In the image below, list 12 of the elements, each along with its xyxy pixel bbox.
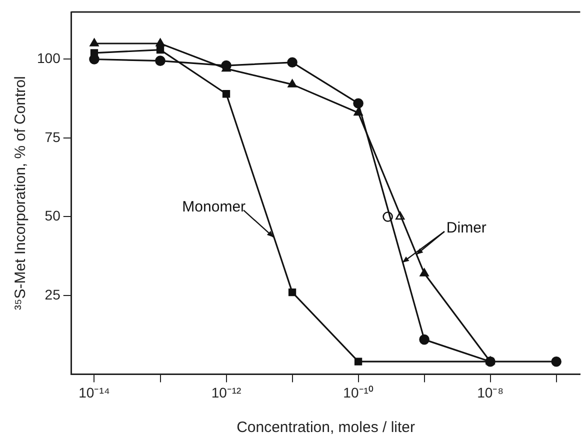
y-tick-label: 100 [37,50,61,66]
x-tick-label: 10⁻¹² [211,384,242,400]
y-tick-label: 50 [44,208,61,224]
annotation: Monomer [182,198,246,216]
x-axis-title: Concentration, moles / liter [236,419,415,436]
y-tick-label: 25 [44,286,61,302]
annotation: Dimer [446,220,486,237]
x-tick-label: 10⁻¹⁰ [343,384,374,400]
y-axis-title: ³⁵S-Met Incorporation, % of Control [12,76,30,310]
x-tick-label: 10⁻¹⁴ [78,384,110,400]
x-tick-label: 10⁻⁸ [477,384,504,400]
y-tick-label: 75 [44,128,61,145]
